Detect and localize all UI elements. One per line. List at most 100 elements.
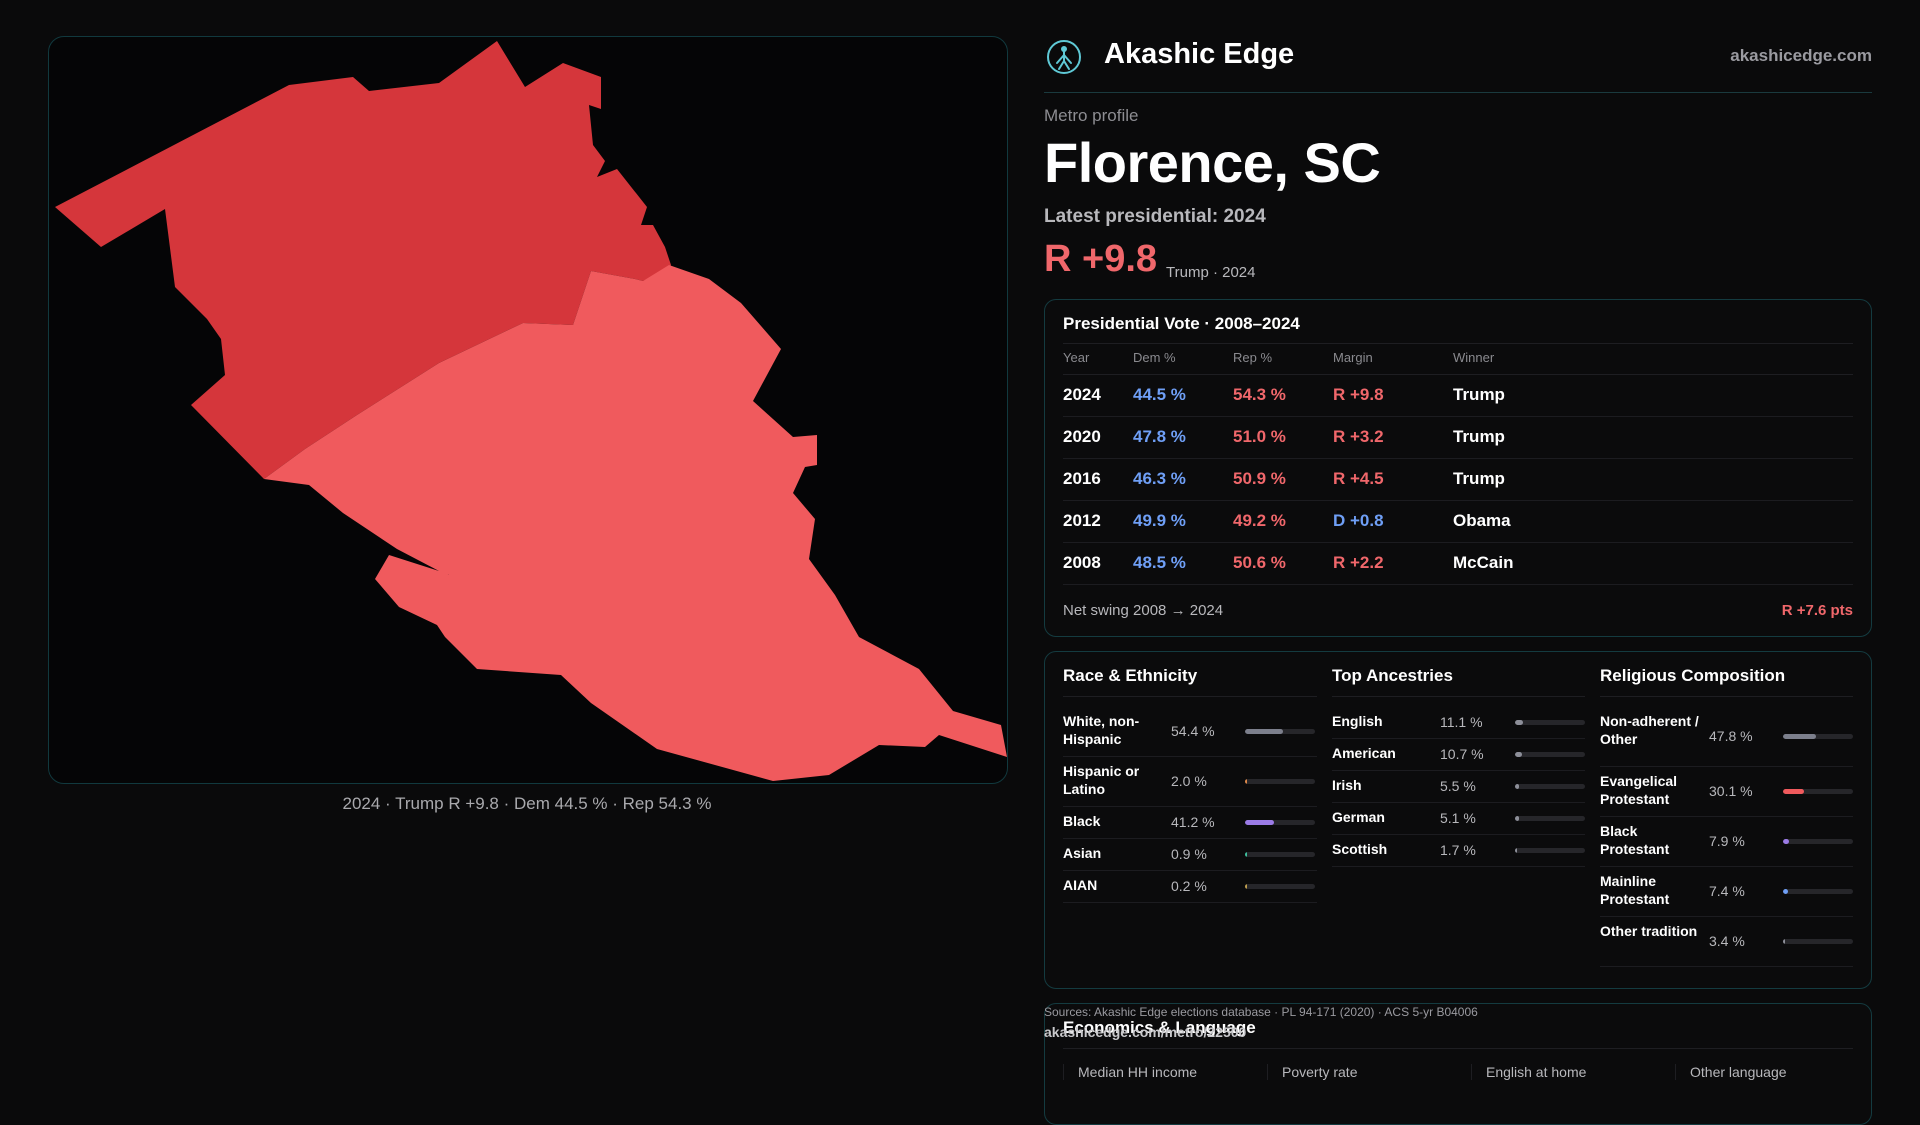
year-cell: 2008 (1063, 553, 1101, 572)
margin-cell: R +4.5 (1333, 469, 1384, 488)
margin-cell: R +3.2 (1333, 427, 1384, 446)
vote-table-row[interactable]: 2024 44.5 % 54.3 % R +9.8 Trump (1063, 375, 1853, 417)
winner-cell: Trump (1453, 385, 1505, 404)
divider (1332, 696, 1585, 697)
race-label: Black (1063, 813, 1101, 829)
latest-margin-sub: Trump · 2024 (1166, 264, 1256, 281)
race-row: Asian 0.9 % (1063, 838, 1317, 871)
religion-label: Evangelical Protestant (1600, 773, 1678, 807)
dem-pct-cell: 46.3 % (1133, 469, 1186, 488)
religion-value: 30.1 % (1709, 783, 1753, 799)
header-year: Year (1063, 350, 1090, 365)
ancestry-value: 10.7 % (1440, 746, 1484, 762)
ancestry-row: American 10.7 % (1332, 738, 1585, 771)
margin-cell: R +9.8 (1333, 385, 1384, 404)
margin-cell: D +0.8 (1333, 511, 1384, 530)
vote-table-row[interactable]: 2016 46.3 % 50.9 % R +4.5 Trump (1063, 459, 1853, 501)
divider (1063, 696, 1317, 697)
econ-col-income: Median HH income (1063, 1064, 1197, 1080)
divider (1600, 696, 1853, 697)
divider (1063, 374, 1853, 375)
religion-title: Religious Composition (1600, 666, 1786, 685)
divider (1063, 1048, 1853, 1049)
race-row: Black 41.2 % (1063, 806, 1317, 839)
winner-cell: McCain (1453, 553, 1514, 572)
ancestry-value: 5.5 % (1440, 778, 1476, 794)
ancestry-bar-fill (1515, 816, 1519, 821)
hiking-figure-icon (1047, 40, 1081, 74)
vote-table-row[interactable]: 2008 48.5 % 50.6 % R +2.2 McCain (1063, 543, 1853, 585)
race-value: 41.2 % (1171, 814, 1215, 830)
winner-cell: Obama (1453, 511, 1511, 530)
race-bar-track (1245, 852, 1315, 857)
year-cell: 2016 (1063, 469, 1101, 488)
ancestry-row: English 11.1 % (1332, 706, 1585, 739)
divider (1063, 343, 1853, 344)
race-row: AIAN 0.2 % (1063, 870, 1317, 903)
religion-row: Mainline Protestant 7.4 % (1600, 866, 1853, 917)
race-bar-track (1245, 820, 1315, 825)
religion-bar-track (1783, 734, 1853, 739)
religion-value: 7.4 % (1709, 883, 1745, 899)
religion-bar-fill (1783, 734, 1817, 739)
north-county-shape[interactable] (55, 41, 671, 479)
religion-label: Other tradition (1600, 923, 1698, 939)
ancestry-bar-track (1515, 720, 1585, 725)
winner-cell: Trump (1453, 469, 1505, 488)
margin-cell: R +2.2 (1333, 553, 1384, 572)
economics-card: Economics & Language Median HH income Po… (1044, 1003, 1872, 1125)
brand-header: Akashic Edge akashicedge.com (1044, 36, 1872, 93)
religion-bar-track (1783, 789, 1853, 794)
latest-margin: R +9.8 (1044, 238, 1158, 280)
religion-bar-track (1783, 839, 1853, 844)
ancestry-bar-fill (1515, 752, 1523, 757)
race-bar-track (1245, 884, 1315, 889)
metro-map[interactable] (48, 36, 1008, 784)
map-caption: 2024 · Trump R +9.8 · Dem 44.5 % · Rep 5… (342, 794, 712, 813)
religion-label: Mainline Protestant (1600, 873, 1670, 907)
race-bar-track (1245, 729, 1315, 734)
religion-bar-fill (1783, 839, 1789, 844)
header-margin: Margin (1333, 350, 1373, 365)
rep-pct-cell: 49.2 % (1233, 511, 1286, 530)
vote-table-row[interactable]: 2020 47.8 % 51.0 % R +3.2 Trump (1063, 417, 1853, 459)
religion-row: Black Protestant 7.9 % (1600, 816, 1853, 867)
year-cell: 2020 (1063, 427, 1101, 446)
dem-pct-cell: 44.5 % (1133, 385, 1186, 404)
rep-pct-cell: 50.9 % (1233, 469, 1286, 488)
ancestry-label: German (1332, 809, 1385, 825)
dem-pct-cell: 47.8 % (1133, 427, 1186, 446)
vote-table-row[interactable]: 2012 49.9 % 49.2 % D +0.8 Obama (1063, 501, 1853, 543)
religion-value: 47.8 % (1709, 728, 1753, 744)
eyebrow-label: Metro profile (1044, 106, 1139, 125)
year-cell: 2012 (1063, 511, 1101, 530)
year-cell: 2024 (1063, 385, 1101, 404)
south-county-shape[interactable] (264, 265, 1007, 781)
ancestry-bar-fill (1515, 784, 1519, 789)
brand-name[interactable]: Akashic Edge (1104, 38, 1295, 70)
header-winner: Winner (1453, 350, 1495, 365)
religion-bar-track (1783, 939, 1853, 944)
race-value: 0.9 % (1171, 846, 1207, 862)
brand-url-link[interactable]: akashicedge.com (1730, 46, 1872, 65)
latest-presidential-label: Latest presidential: 2024 (1044, 206, 1266, 227)
page-title: Florence, SC (1044, 131, 1381, 194)
dem-pct-cell: 48.5 % (1133, 553, 1186, 572)
race-value: 54.4 % (1171, 723, 1215, 739)
ancestry-value: 5.1 % (1440, 810, 1476, 826)
ancestry-bar-track (1515, 816, 1585, 821)
religion-value: 3.4 % (1709, 933, 1745, 949)
econ-col-english: English at home (1471, 1064, 1586, 1080)
ancestry-row: Irish 5.5 % (1332, 770, 1585, 803)
source-url-link[interactable]: akashicedge.com/metro/22500 (1044, 1024, 1247, 1040)
religion-bar-fill (1783, 789, 1805, 794)
race-bar-fill (1245, 820, 1274, 825)
ancestry-bar-track (1515, 784, 1585, 789)
race-bar-fill (1245, 729, 1284, 734)
ancestry-label: English (1332, 713, 1383, 729)
ancestry-label: Irish (1332, 777, 1362, 793)
swing-label: Net swing 2008 → 2024 (1063, 602, 1224, 619)
rep-pct-cell: 54.3 % (1233, 385, 1286, 404)
rep-pct-cell: 51.0 % (1233, 427, 1286, 446)
ancestry-label: Scottish (1332, 841, 1388, 857)
